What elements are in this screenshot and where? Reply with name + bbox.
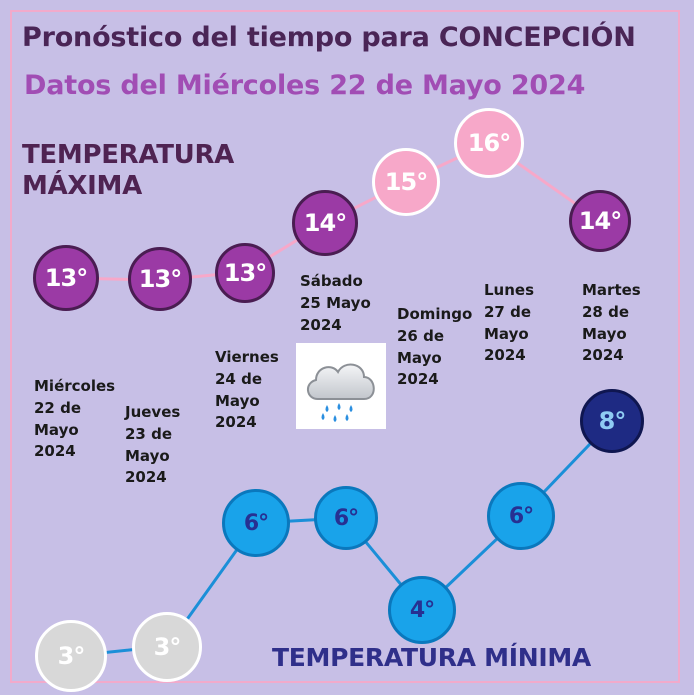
rain-forecast-card bbox=[296, 343, 386, 429]
day-label-2: Viernes 24 de Mayo 2024 bbox=[215, 347, 279, 434]
day-label-line: 22 de bbox=[34, 398, 82, 417]
day-label-line: Mayo bbox=[397, 348, 442, 367]
min-temp-bubble-0: 3° bbox=[35, 620, 107, 692]
min-temp-bubble-6: 8° bbox=[580, 389, 644, 453]
max-temp-bubble-3: 14° bbox=[292, 190, 358, 256]
max-heading-line1: TEMPERATURA bbox=[22, 140, 234, 170]
day-label-line: Mayo bbox=[125, 446, 170, 465]
rain-cloud-icon bbox=[307, 363, 375, 422]
day-label-line: Mayo bbox=[34, 420, 79, 439]
day-label-4: Domingo 26 de Mayo 2024 bbox=[397, 304, 472, 391]
max-temp-bubble-1: 13° bbox=[128, 247, 192, 311]
day-label-line: Martes bbox=[582, 281, 641, 299]
day-label-line: Mayo bbox=[484, 324, 529, 343]
max-temp-bubble-2: 13° bbox=[215, 243, 275, 303]
max-temp-bubble-6: 14° bbox=[569, 190, 631, 252]
max-temp-bubble-4: 15° bbox=[372, 148, 440, 216]
day-label-line: Mayo bbox=[582, 324, 627, 343]
min-temp-bubble-1: 3° bbox=[132, 612, 202, 682]
page-subtitle: Datos del Miércoles 22 de Mayo 2024 bbox=[24, 70, 586, 101]
page-title: Pronóstico del tiempo para CONCEPCIÓN bbox=[22, 22, 636, 53]
min-temperature-heading: TEMPERATURA MÍNIMA bbox=[272, 643, 591, 672]
frame-border bbox=[10, 10, 680, 683]
day-label-0: Miércoles 22 de Mayo 2024 bbox=[34, 376, 115, 463]
min-temp-bubble-4: 4° bbox=[388, 576, 456, 644]
day-label-line: 2024 bbox=[397, 370, 439, 389]
day-label-3: Sábado 25 Mayo 2024 bbox=[300, 271, 371, 336]
min-temp-bubble-5: 6° bbox=[487, 482, 555, 550]
day-label-line: Lunes bbox=[484, 281, 535, 299]
day-label-line: Miércoles bbox=[34, 377, 116, 395]
day-label-line: 2024 bbox=[34, 442, 76, 461]
day-label-line: 25 Mayo bbox=[300, 293, 371, 312]
day-label-line: 2024 bbox=[484, 346, 526, 365]
day-label-line: 23 de bbox=[125, 424, 173, 443]
min-temp-bubble-2: 6° bbox=[222, 489, 290, 557]
day-label-line: Viernes bbox=[215, 348, 279, 366]
day-label-1: Jueves 23 de Mayo 2024 bbox=[125, 402, 180, 489]
day-label-line: 27 de bbox=[484, 302, 532, 321]
day-label-line: Domingo bbox=[397, 305, 473, 323]
day-label-line: 28 de bbox=[582, 302, 630, 321]
day-label-line: 2024 bbox=[215, 413, 257, 432]
day-label-line: Mayo bbox=[215, 391, 260, 410]
day-label-line: 2024 bbox=[300, 315, 342, 334]
day-label-line: Jueves bbox=[125, 403, 181, 421]
day-label-line: Sábado bbox=[300, 272, 363, 290]
max-temp-bubble-0: 13° bbox=[33, 245, 99, 311]
min-temp-bubble-3: 6° bbox=[314, 486, 378, 550]
day-label-5: Lunes 27 de Mayo 2024 bbox=[484, 280, 534, 367]
max-heading-line2: MÁXIMA bbox=[22, 171, 142, 202]
day-label-6: Martes 28 de Mayo 2024 bbox=[582, 280, 641, 367]
day-label-line: 2024 bbox=[125, 468, 167, 487]
max-temperature-heading: TEMPERATURA MÁXIMA bbox=[22, 140, 234, 202]
day-label-line: 26 de bbox=[397, 326, 445, 345]
day-label-line: 24 de bbox=[215, 369, 263, 388]
day-label-line: 2024 bbox=[582, 346, 624, 365]
max-temp-bubble-5: 16° bbox=[454, 108, 524, 178]
